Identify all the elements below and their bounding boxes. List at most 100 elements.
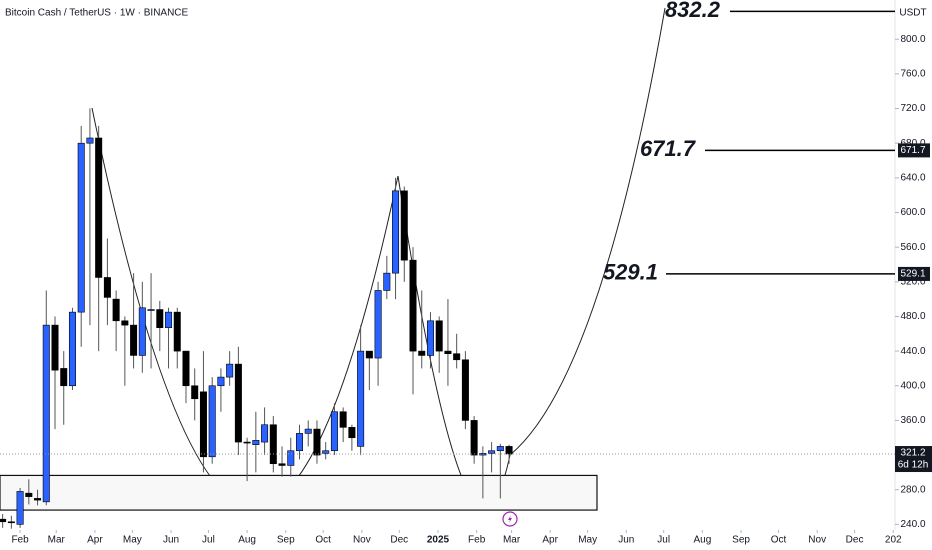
candle-body (121, 320, 129, 326)
candle-body (191, 385, 199, 400)
y-tick-label: 600.0 (900, 207, 925, 218)
candle-body (409, 259, 417, 352)
support-zone (0, 474, 598, 511)
x-tick-label: Jun (618, 535, 634, 546)
x-tick-label: Mar (503, 535, 521, 546)
currency-label: USDT (899, 8, 926, 19)
candle-body (252, 440, 260, 445)
candle-body (287, 450, 295, 466)
candle-body (304, 428, 312, 434)
x-tick-label: Sep (277, 535, 295, 546)
candle-body (444, 350, 452, 355)
candle-body (365, 350, 373, 359)
level-tag (898, 143, 930, 158)
candle-body (453, 353, 461, 361)
candle-body (0, 518, 7, 523)
candle-body (313, 428, 321, 456)
candle-body (243, 441, 251, 444)
y-tick-label: 360.0 (900, 415, 925, 426)
level-tag-label: 529.1 (900, 269, 925, 280)
x-tick-label: Jul (657, 535, 670, 546)
candle-body (339, 411, 347, 428)
candle-body (68, 311, 76, 387)
x-tick-label: May (123, 535, 142, 546)
level-label: 832.2 (665, 0, 721, 22)
candle-body (461, 359, 469, 421)
x-tick-label: Nov (353, 535, 371, 546)
candle-body (25, 492, 33, 497)
lightning-icon (502, 511, 518, 527)
x-tick-label: Feb (468, 535, 486, 546)
candle-body (60, 368, 68, 387)
x-tick-label: Aug (238, 535, 256, 546)
y-tick-label: 240.0 (900, 519, 925, 530)
y-tick-label: 280.0 (900, 484, 925, 495)
x-tick-label: Dec (390, 535, 408, 546)
candle-body (42, 324, 50, 503)
y-tick-label: 480.0 (900, 311, 925, 322)
candle-body (34, 498, 42, 501)
candle-body (86, 137, 94, 144)
candle-body (217, 376, 225, 387)
x-tick-label: Apr (542, 535, 558, 546)
y-tick-label: 560.0 (900, 242, 925, 253)
candle-body (51, 324, 59, 371)
candle-body (173, 311, 181, 352)
candle-body (278, 463, 286, 466)
y-tick-label: 760.0 (900, 69, 925, 80)
candle-body (357, 350, 365, 447)
candle-body (261, 424, 269, 443)
candle-body (226, 363, 234, 378)
level-tag (898, 266, 930, 281)
countdown-label: 6d 12h (898, 460, 929, 471)
y-tick-label: 640.0 (900, 172, 925, 183)
candle-body (7, 521, 15, 524)
x-tick-label: Nov (808, 535, 826, 546)
level-tag-label: 671.7 (900, 145, 925, 156)
candle-body (392, 190, 400, 274)
x-tick-label: Jun (163, 535, 179, 546)
x-tick-label: 2025 (427, 535, 450, 546)
candle-body (165, 311, 173, 329)
x-tick-label: Dec (846, 535, 864, 546)
candle-body (496, 446, 504, 452)
candle-body (156, 309, 164, 329)
candle-body (130, 324, 138, 356)
candle-body (505, 446, 513, 455)
candle-body (269, 424, 277, 465)
candle-body (348, 427, 356, 439)
y-tick-label: 800.0 (900, 34, 925, 45)
candle-body (103, 277, 111, 298)
y-tick-label: 520.0 (900, 276, 925, 287)
candle-body (383, 272, 391, 291)
candle-body (95, 137, 103, 278)
candle-body (400, 190, 408, 261)
candle-body (208, 385, 216, 458)
y-tick-label: 720.0 (900, 103, 925, 114)
candle-body (418, 350, 426, 356)
x-tick-label: Sep (732, 535, 750, 546)
x-tick-label: Aug (693, 535, 711, 546)
candle-body (182, 350, 190, 387)
x-tick-label: May (578, 535, 597, 546)
level-label: 529.1 (603, 260, 658, 285)
candle-body (147, 309, 155, 311)
level-label: 671.7 (640, 136, 697, 161)
x-tick-label: Oct (771, 535, 787, 546)
y-tick-label: 440.0 (900, 346, 925, 357)
y-tick-label: 400.0 (900, 380, 925, 391)
x-tick-label: Mar (48, 535, 66, 546)
candle-body (112, 298, 120, 322)
candle-body (199, 391, 207, 458)
x-tick-label: Apr (87, 535, 103, 546)
price-tag (895, 446, 932, 473)
price-tag-label: 321.2 (900, 448, 925, 459)
candle-body (374, 290, 382, 359)
cup-curve (397, 7, 666, 509)
candle-body (16, 491, 24, 525)
x-tick-label: Oct (315, 535, 331, 546)
candle-body (138, 307, 146, 356)
candle-body (488, 450, 496, 454)
candle-body (77, 142, 85, 313)
